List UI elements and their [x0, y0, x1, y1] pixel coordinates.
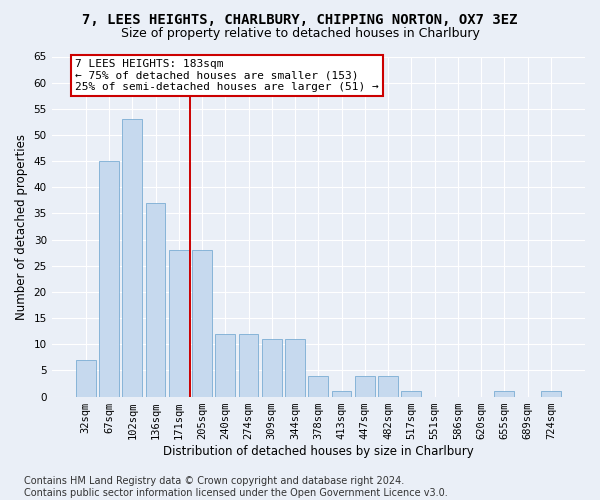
Bar [215, 334, 235, 396]
Text: Size of property relative to detached houses in Charlbury: Size of property relative to detached ho… [121, 28, 479, 40]
Text: Contains HM Land Registry data © Crown copyright and database right 2024.
Contai: Contains HM Land Registry data © Crown c… [24, 476, 448, 498]
Bar [169, 250, 188, 396]
Text: 7, LEES HEIGHTS, CHARLBURY, CHIPPING NORTON, OX7 3EZ: 7, LEES HEIGHTS, CHARLBURY, CHIPPING NOR… [82, 12, 518, 26]
Bar [239, 334, 259, 396]
Bar [76, 360, 95, 397]
Bar [122, 120, 142, 396]
Bar [355, 376, 375, 396]
Bar [262, 339, 282, 396]
Bar [378, 376, 398, 396]
Bar [332, 392, 352, 396]
Bar [192, 250, 212, 396]
Bar [146, 203, 166, 396]
Bar [99, 161, 119, 396]
Text: 7 LEES HEIGHTS: 183sqm
← 75% of detached houses are smaller (153)
25% of semi-de: 7 LEES HEIGHTS: 183sqm ← 75% of detached… [76, 59, 379, 92]
Bar [285, 339, 305, 396]
Bar [308, 376, 328, 396]
Bar [541, 392, 561, 396]
Y-axis label: Number of detached properties: Number of detached properties [15, 134, 28, 320]
X-axis label: Distribution of detached houses by size in Charlbury: Distribution of detached houses by size … [163, 444, 474, 458]
Bar [401, 392, 421, 396]
Bar [494, 392, 514, 396]
